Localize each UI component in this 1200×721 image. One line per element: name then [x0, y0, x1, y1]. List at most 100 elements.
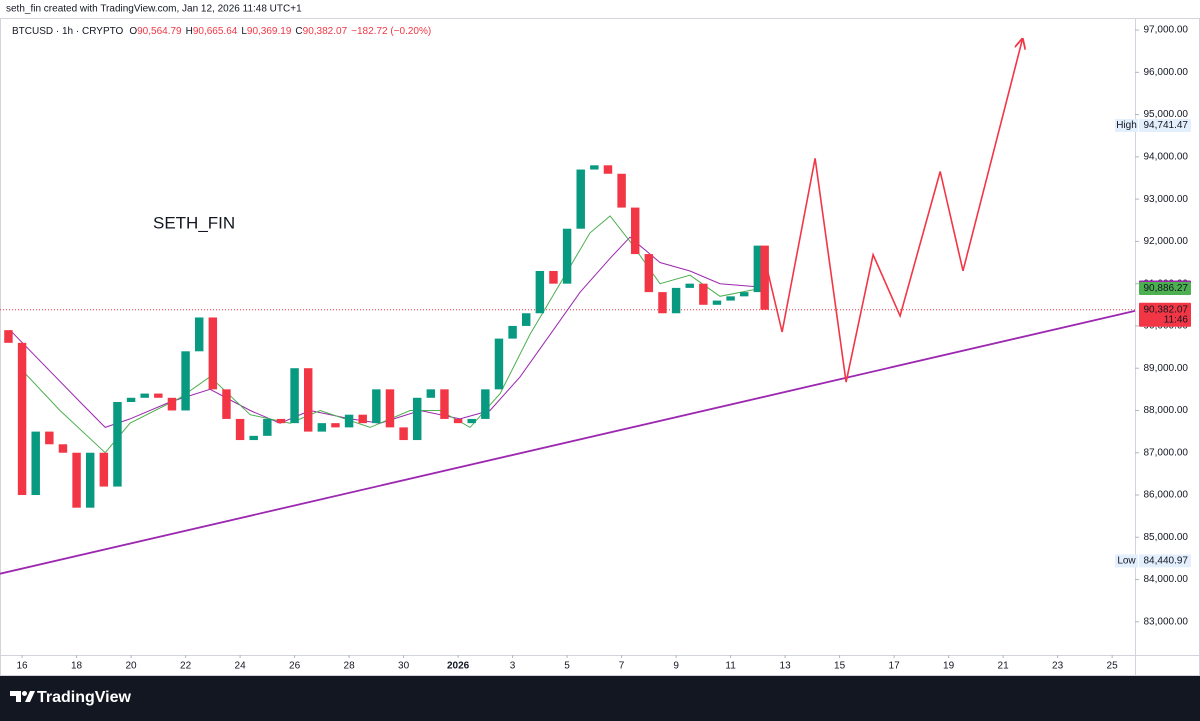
candle-body: [760, 245, 769, 310]
candle-body: [372, 389, 381, 424]
x-tick-label: 22: [180, 661, 192, 672]
logo-dot: [22, 691, 27, 696]
x-tick-label: 9: [673, 661, 679, 672]
legend-value: 90,382.07: [303, 26, 348, 37]
y-tick-label: 85,000.00: [1144, 532, 1189, 543]
candle-body: [399, 427, 408, 441]
candle-body: [644, 254, 654, 293]
candle-body: [726, 296, 735, 301]
candle-body: [208, 317, 218, 390]
candle-body: [167, 397, 177, 411]
candle-body: [45, 431, 54, 445]
price-badge-bg: [1139, 281, 1191, 295]
candle-body: [181, 351, 190, 411]
logo-shape: [10, 691, 21, 702]
x-tick-label: 2026: [447, 661, 470, 672]
symbol-legend: BTCUSD · 1h · CRYPTO O90,564.79 H90,665.64…: [12, 26, 431, 37]
candle-body: [140, 393, 149, 398]
moving-average: [19, 215, 761, 454]
legend-value: 90,665.64: [193, 26, 238, 37]
candle-body: [603, 165, 613, 174]
legend-key: C: [295, 26, 302, 37]
candle-body: [658, 292, 667, 314]
candle-body: [113, 402, 122, 487]
x-tick-label: 7: [619, 661, 625, 672]
x-tick-label: 23: [1052, 661, 1064, 672]
y-tick-label: 86,000.00: [1144, 490, 1189, 501]
x-tick-label: 16: [17, 661, 29, 672]
annotation: SETH_FIN: [153, 213, 235, 232]
high-name-bg: [1115, 119, 1138, 133]
candle-body: [671, 287, 681, 314]
tv-logo: [10, 691, 35, 702]
candle-body: [590, 165, 599, 170]
candle-body: [712, 300, 722, 305]
y-tick-label: 88,000.00: [1144, 405, 1189, 416]
candle-body: [235, 418, 245, 441]
candle-body: [739, 292, 749, 297]
low-name-bg: [1115, 554, 1138, 568]
candle-body: [617, 173, 626, 208]
high-label-bg: [1139, 119, 1191, 133]
candle-body: [440, 389, 449, 419]
x-tick-label: 20: [126, 661, 138, 672]
legend-value: 90,564.79: [137, 26, 182, 37]
low-name: Low: [1117, 556, 1136, 567]
high-label: 94,741.47: [1144, 120, 1189, 131]
x-tick-label: 18: [71, 661, 83, 672]
x-tick-label: 5: [564, 661, 570, 672]
candle-body: [508, 325, 517, 339]
logo-shape: [25, 691, 35, 702]
legend-key: H: [186, 26, 193, 37]
candle-body: [31, 431, 40, 496]
x-tick-label: 17: [889, 661, 901, 672]
y-tick-label: 96,000.00: [1144, 67, 1189, 78]
candle-body: [385, 389, 395, 428]
candle-body: [126, 397, 136, 403]
candle-body: [249, 435, 258, 441]
candle-body: [467, 418, 476, 424]
x-tick-label: 24: [235, 661, 247, 672]
x-tick-label: 11: [725, 661, 736, 672]
candle-body: [303, 368, 313, 432]
candle-body: [99, 452, 109, 487]
footer-bar: [0, 676, 1200, 721]
x-tick-label: 28: [344, 661, 356, 672]
candle-body: [276, 418, 286, 424]
candle-body: [263, 418, 272, 436]
candle-body: [17, 342, 27, 496]
x-tick-label: 30: [398, 661, 410, 672]
low-label-bg: [1139, 554, 1191, 568]
candle-body: [58, 444, 68, 453]
footer-brand: TradingView: [37, 689, 132, 706]
high-name: High: [1116, 120, 1137, 131]
price-badge: 90,886.27: [1144, 283, 1189, 294]
last-price: 90,382.07: [1144, 304, 1189, 315]
x-tick-label: 26: [289, 661, 301, 672]
candle-body: [426, 389, 436, 398]
candle-body: [72, 452, 81, 508]
legend-key: O: [129, 26, 137, 37]
candle-body: [630, 207, 640, 255]
low-label: 84,440.97: [1144, 556, 1189, 567]
x-tick-label: 13: [780, 661, 792, 672]
symbol: BTCUSD · 1h · CRYPTO: [12, 26, 124, 37]
candle-body: [358, 414, 367, 424]
x-tick-label: 19: [943, 661, 955, 672]
y-tick-label: 84,000.00: [1144, 574, 1189, 585]
y-tick-label: 92,000.00: [1144, 236, 1189, 247]
x-tick-label: 21: [998, 661, 1010, 672]
candle-body: [521, 313, 531, 326]
credit: seth_fin created with TradingView.com, J…: [6, 4, 302, 15]
x-tick-label: 15: [834, 661, 846, 672]
candle-body: [481, 389, 490, 419]
y-tick-label: 97,000.00: [1144, 25, 1189, 36]
last-price-bg: [1139, 302, 1191, 327]
legend-change: −182.72 (−0.20%): [351, 26, 431, 37]
y-tick-label: 83,000.00: [1144, 616, 1189, 627]
candle-body: [85, 452, 95, 508]
candle-body: [535, 270, 545, 314]
